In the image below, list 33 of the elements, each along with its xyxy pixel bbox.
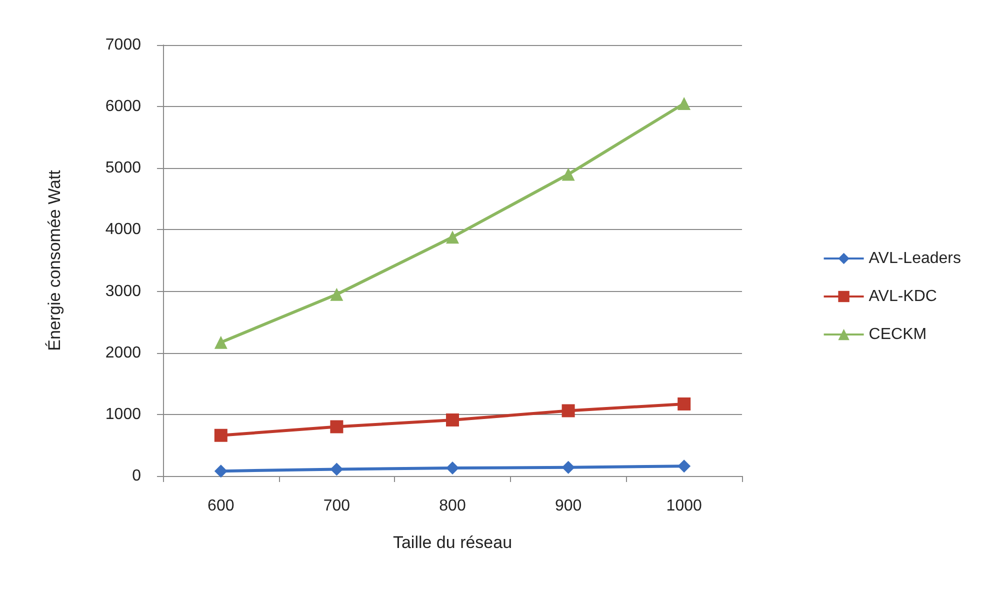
y-tick-label: 2000	[105, 344, 142, 362]
x-tick-label: 800	[439, 498, 466, 514]
point	[214, 428, 228, 442]
point	[446, 461, 459, 474]
y-tick-label: 4000	[105, 221, 142, 238]
legend-label: AVL-KDC	[868, 288, 937, 305]
point	[678, 460, 691, 473]
y-tick-label: 3000	[105, 282, 142, 300]
point	[330, 462, 344, 476]
y-axis-title: Énergie consomée Watt	[45, 170, 64, 351]
point	[562, 168, 575, 181]
point	[446, 230, 459, 244]
x-tick-label: 700	[323, 498, 350, 514]
y-tick-label: 7000	[105, 36, 142, 54]
y-tick-label: 1000	[105, 406, 142, 423]
y-tick-label: 5000	[105, 160, 142, 177]
x-tick-label: 1000	[666, 498, 702, 514]
point	[330, 420, 344, 434]
legend-label: CECKM	[868, 326, 927, 343]
x-tick-label: 600	[208, 498, 234, 514]
y-tick-label: 6000	[105, 98, 142, 116]
point	[330, 288, 344, 301]
x-axis-title: Taille du réseau	[392, 533, 512, 552]
point	[562, 404, 575, 418]
point	[446, 413, 459, 426]
x-tick-label: 900	[554, 498, 582, 514]
point	[214, 336, 228, 349]
legend-label: AVL-Leaders	[868, 250, 961, 267]
point	[678, 397, 691, 410]
point	[562, 460, 575, 474]
point	[678, 96, 691, 110]
point	[214, 464, 228, 478]
y-tick-label: 0	[132, 468, 142, 484]
